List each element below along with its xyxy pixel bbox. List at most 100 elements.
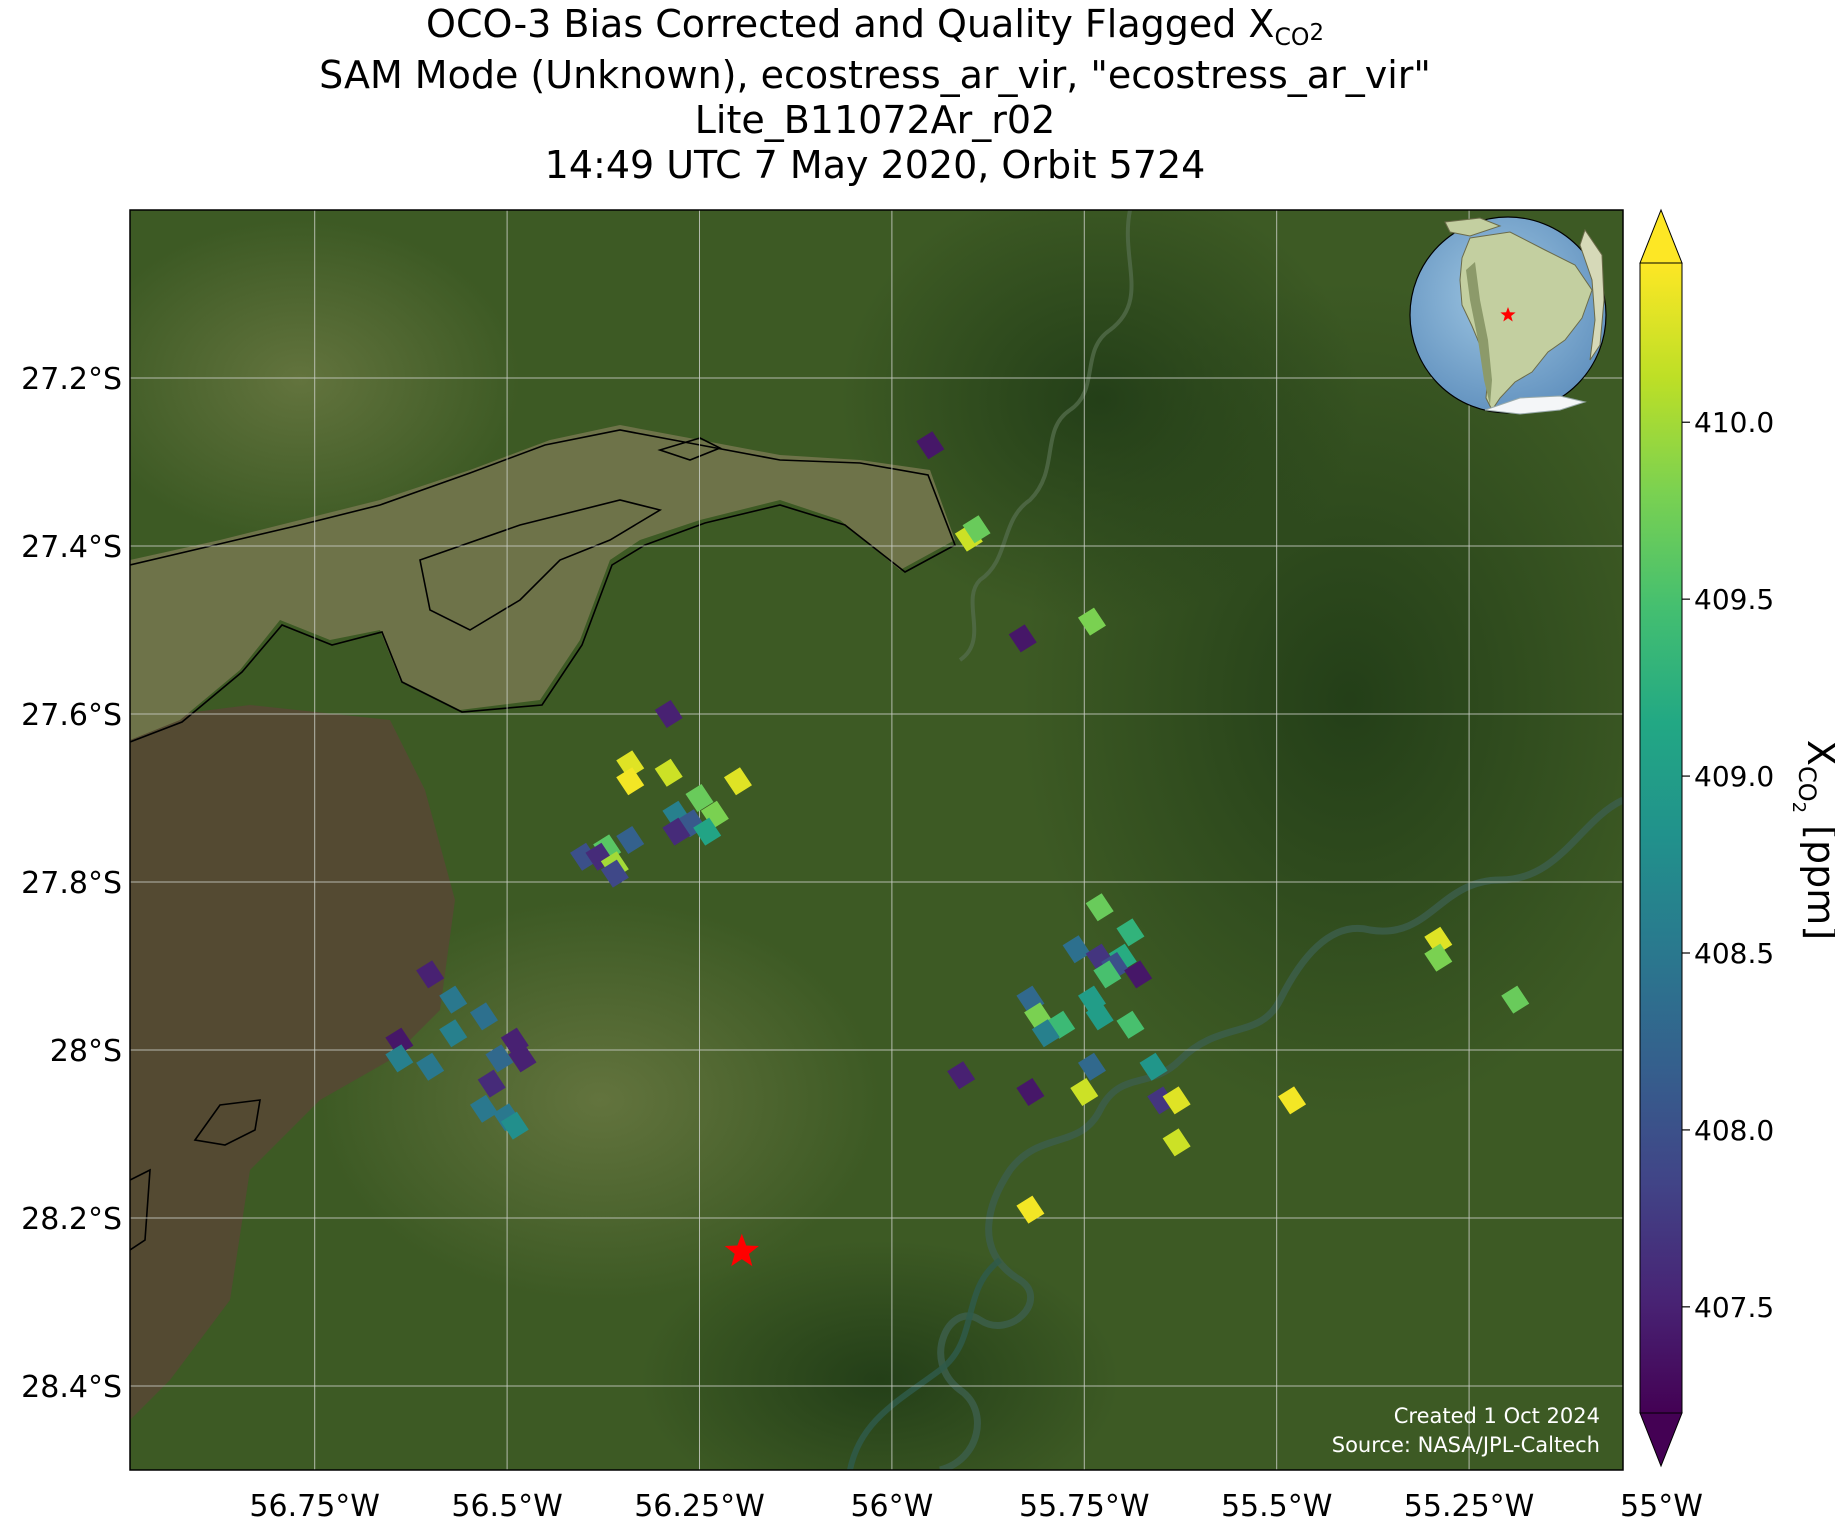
target-star-icon: [724, 1233, 759, 1267]
sounding-footprint: [1077, 607, 1106, 636]
wetland-contour: [193, 1099, 261, 1146]
sounding-footprint: [616, 750, 645, 779]
title-line-3: Lite_B11072Ar_r02: [694, 98, 1056, 142]
y-axis-ticks: 27.2°S 27.4°S 27.6°S 27.8°S 28°S 28.2°S 28.4°S: [21, 362, 122, 1405]
red-star-icon: [1500, 307, 1516, 322]
chart-title: OCO-3 Bias Corrected and Quality Flagged…: [130, 2, 1620, 188]
sounding-footprint: [508, 1044, 537, 1073]
sounding-footprint: [1108, 943, 1137, 972]
inset-globe: [1409, 216, 1607, 415]
colorbar-tick-label: 409.5: [1694, 583, 1774, 616]
colorbar-tick-label: 409.0: [1694, 760, 1774, 793]
sounding-footprint: [439, 1019, 468, 1048]
wetland-contour-2: [130, 1168, 151, 1251]
sounding-footprint: [723, 767, 752, 796]
sounding-footprint: [1139, 1052, 1168, 1081]
sounding-footprint: [1278, 1086, 1307, 1115]
sounding-footprint: [1070, 1078, 1099, 1106]
colorbar-tick-label: 408.5: [1694, 937, 1774, 970]
colorbar-extend-bottom: [1639, 1412, 1683, 1468]
x-tick-label: 56.5°W: [451, 1489, 562, 1517]
y-tick-label: 28°S: [50, 1034, 122, 1069]
sounding-footprint: [1124, 960, 1153, 989]
y-tick-label: 28.2°S: [21, 1202, 122, 1237]
x-tick-label: 55.75°W: [1019, 1489, 1150, 1517]
wetland-area: [130, 705, 455, 1420]
colorbar-tick-label: 410.0: [1694, 406, 1774, 439]
x-axis-ticks: 56.75°W 56.5°W 56.25°W 56°W 55.75°W 55.5°W 55.…: [249, 1489, 1702, 1517]
sounding-footprint: [1501, 985, 1530, 1014]
sounding-footprint: [1162, 1128, 1191, 1157]
sounding-footprint: [1162, 1086, 1191, 1115]
sounding-footprint: [1093, 960, 1122, 989]
sounding-footprint: [1016, 1195, 1045, 1224]
y-tick-label: 27.2°S: [21, 362, 122, 397]
africa-shape: [1579, 228, 1605, 361]
colorbar-ticks: 407.5 408.0 408.5 409.0 409.5 410.0: [1682, 406, 1774, 1324]
sounding-footprint: [600, 859, 629, 888]
sounding-footprint: [1008, 624, 1037, 653]
title-line-1: OCO-3 Bias Corrected and Quality Flagged…: [426, 2, 1324, 51]
sounding-footprint: [1062, 935, 1091, 964]
colorbar-tick-label: 408.0: [1694, 1114, 1774, 1147]
sounding-footprint: [693, 817, 722, 846]
parana-river: [130, 425, 955, 740]
sounding-footprint: [654, 700, 683, 728]
tributary-river: [958, 210, 1134, 662]
title-line-2: SAM Mode (Unknown), ecostress_ar_vir, "e…: [319, 53, 1431, 97]
sounding-footprint: [1424, 926, 1453, 955]
sounding-footprint: [685, 784, 714, 812]
credit-source: Source: NASA/JPL-Caltech: [1332, 1433, 1600, 1457]
map-frame: [129, 209, 1624, 1471]
sounding-footprint: [1077, 1052, 1106, 1081]
x-tick-label: 55.25°W: [1404, 1489, 1535, 1517]
sounding-footprint: [954, 523, 983, 552]
x-tick-label: 55°W: [1620, 1489, 1703, 1517]
sounding-footprint: [477, 1069, 506, 1098]
colorbar-extend-top: [1639, 208, 1683, 264]
colorbar-tick-label: 407.5: [1694, 1291, 1774, 1324]
sounding-footprint: [416, 960, 445, 989]
y-tick-label: 28.4°S: [21, 1370, 122, 1405]
sounding-footprint: [570, 842, 599, 871]
credit-created: Created 1 Oct 2024: [1394, 1404, 1600, 1428]
sounding-footprint: [439, 985, 468, 1014]
colorbar-label: XCO2 [ppm]: [1788, 740, 1835, 940]
south-america-shape: [1459, 231, 1593, 411]
y-tick-label: 27.6°S: [21, 698, 122, 733]
sounding-footprint: [1047, 1010, 1076, 1039]
sounding-footprint: [1101, 952, 1130, 980]
sounding-footprint: [962, 515, 991, 544]
sounding-footprint: [1031, 1019, 1060, 1048]
x-tick-label: 56.75°W: [249, 1489, 380, 1517]
sounding-footprint: [662, 817, 691, 846]
island-contour: [419, 499, 663, 631]
colorbar-body: [1639, 262, 1683, 1414]
sounding-footprint: [1147, 1086, 1176, 1115]
antarctica-shape: [1484, 395, 1587, 415]
sounding-footprint: [616, 767, 645, 796]
north-america-shape: [1444, 217, 1502, 237]
local-river: [847, 1257, 1002, 1470]
sounding-footprint: [470, 1002, 499, 1031]
red-star-icon: [1500, 307, 1516, 322]
sounding-footprint: [616, 826, 645, 854]
uruguay-river: [937, 796, 1623, 1470]
gridlines: [130, 210, 1623, 1470]
sounding-footprint: [416, 1052, 445, 1081]
sounding-footprint: [916, 431, 945, 460]
sounding-footprint: [654, 758, 683, 787]
y-tick-label: 27.8°S: [21, 866, 122, 901]
sounding-footprint: [385, 1027, 414, 1056]
island-contour-2: [657, 437, 722, 461]
sounding-footprint: [947, 1061, 976, 1090]
x-tick-label: 55.5°W: [1221, 1489, 1332, 1517]
title-line-4: 14:49 UTC 7 May 2020, Orbit 5724: [544, 143, 1206, 187]
colorbar: 407.5 408.0 408.5 409.0 409.5 410.0 XCO2 [ppm…: [1639, 208, 1835, 1468]
sounding-footprint: [500, 1111, 529, 1140]
x-tick-label: 56°W: [850, 1489, 933, 1517]
sounding-footprint: [385, 1044, 414, 1073]
x-tick-label: 56.25°W: [634, 1489, 765, 1517]
sounding-footprint: [1116, 918, 1145, 947]
